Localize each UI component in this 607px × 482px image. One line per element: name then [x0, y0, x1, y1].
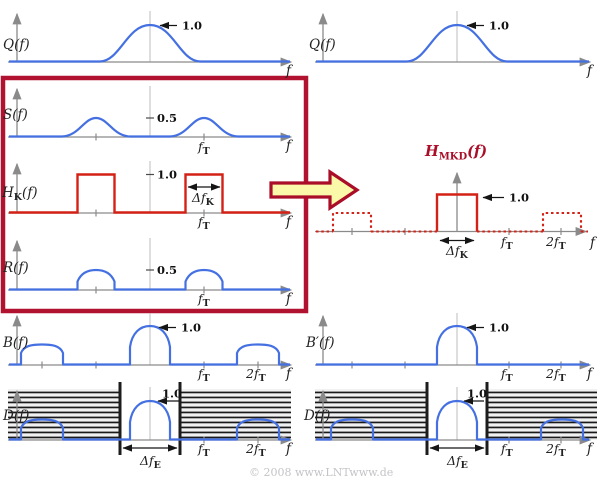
- peak-value: 1.0: [467, 387, 487, 401]
- ft-label: fT: [197, 214, 210, 232]
- level-value: 0.5: [157, 263, 177, 277]
- ft-label: fT: [500, 441, 513, 459]
- delta-fe-label: ΔfE: [139, 453, 161, 471]
- d-curve: [316, 399, 589, 441]
- r-curve: [9, 268, 290, 291]
- delta-fk-label: ΔfK: [445, 243, 469, 261]
- plot-label: B′(f): [305, 335, 335, 351]
- peak-value: 1.0: [181, 321, 201, 335]
- b-curve: [9, 324, 290, 366]
- plot-label: HK(f): [1, 185, 38, 203]
- plot-label: D(f): [303, 408, 330, 424]
- two-ft-label: 2fT: [545, 366, 566, 384]
- transform-arrow-icon: [269, 169, 360, 211]
- peak-value: 1.0: [489, 19, 509, 33]
- two-ft-label: 2fT: [545, 441, 566, 459]
- plot-label: Q(f): [3, 37, 30, 53]
- hatch-region: [315, 389, 427, 440]
- f-axis-label: f: [285, 441, 293, 457]
- plot-label: Q(f): [309, 37, 336, 53]
- plot-b: 1.0 B(f) fT 2fT f: [2, 313, 293, 384]
- plot-q-right: 1.0 Q(f) f: [309, 11, 594, 79]
- peak-value: 1.0: [182, 19, 202, 33]
- level-value: 1.0: [157, 168, 177, 182]
- plot-q-left: 1.0 Q(f) f: [3, 11, 293, 79]
- f-axis-label: f: [586, 441, 594, 457]
- ft-label: fT: [500, 366, 513, 384]
- plot-label: S(f): [3, 107, 28, 123]
- plot-s: 0.5 S(f) fT f: [3, 86, 293, 157]
- f-axis-label: f: [285, 214, 293, 230]
- plot-hk: 1.0 ΔfK HK(f) fT f: [1, 161, 293, 232]
- ft-label: fT: [500, 234, 513, 252]
- copyright: © 2008 www.LNTwww.de: [249, 466, 393, 479]
- two-ft-label: 2fT: [245, 366, 266, 384]
- hk-filter-curve: [9, 173, 290, 214]
- plot-label: B(f): [2, 335, 28, 351]
- plot-b-prime: 1.0 B′(f) fT 2fT f: [305, 313, 594, 384]
- d-curve: [9, 399, 290, 441]
- level-value: 1.0: [509, 191, 529, 205]
- hmkd-dotted-rect: [331, 211, 373, 232]
- two-ft-label: 2fT: [545, 234, 566, 252]
- b-prime-curve: [316, 324, 589, 366]
- level-value: 0.5: [157, 111, 177, 125]
- f-axis-label: f: [586, 63, 594, 79]
- delta-fk-label: ΔfK: [191, 190, 215, 208]
- f-axis-label: f: [285, 138, 293, 154]
- f-axis-label: f: [586, 366, 594, 382]
- plot-label: R(f): [2, 260, 29, 276]
- plot-label: D(f): [2, 408, 29, 424]
- plot-d-left: 1.0 ΔfE D(f) fT 2fT f: [2, 382, 293, 471]
- two-ft-label: 2fT: [245, 441, 266, 459]
- plot-label: HMKD(f): [424, 143, 487, 163]
- plot-d-right: 1.0 ΔfE D(f) fT 2fT f: [303, 382, 597, 471]
- peak-value: 1.0: [162, 387, 182, 401]
- plot-r: 0.5 R(f) fT f: [2, 238, 293, 309]
- ft-label: fT: [197, 291, 210, 309]
- f-axis-label: f: [285, 63, 293, 79]
- delta-fe-label: ΔfE: [446, 453, 468, 471]
- plot-hmkd: HMKD(f) 1.0 ΔfK fT 2fT f: [315, 143, 597, 261]
- q-curve: [316, 23, 589, 63]
- q-curve: [9, 23, 290, 63]
- ft-label: fT: [197, 366, 210, 384]
- s-curve: [9, 116, 290, 138]
- hmkd-filter-rect: [435, 193, 479, 232]
- f-axis-label: f: [285, 291, 293, 307]
- hmkd-dotted-rect: [541, 211, 583, 232]
- ft-label: fT: [197, 139, 210, 157]
- peak-value: 1.0: [489, 321, 509, 335]
- ft-label: fT: [197, 441, 210, 459]
- highlight-box: [0, 75, 309, 314]
- f-axis-label: f: [285, 366, 293, 382]
- f-axis-label: f: [589, 235, 597, 251]
- hatch-region: [180, 389, 291, 440]
